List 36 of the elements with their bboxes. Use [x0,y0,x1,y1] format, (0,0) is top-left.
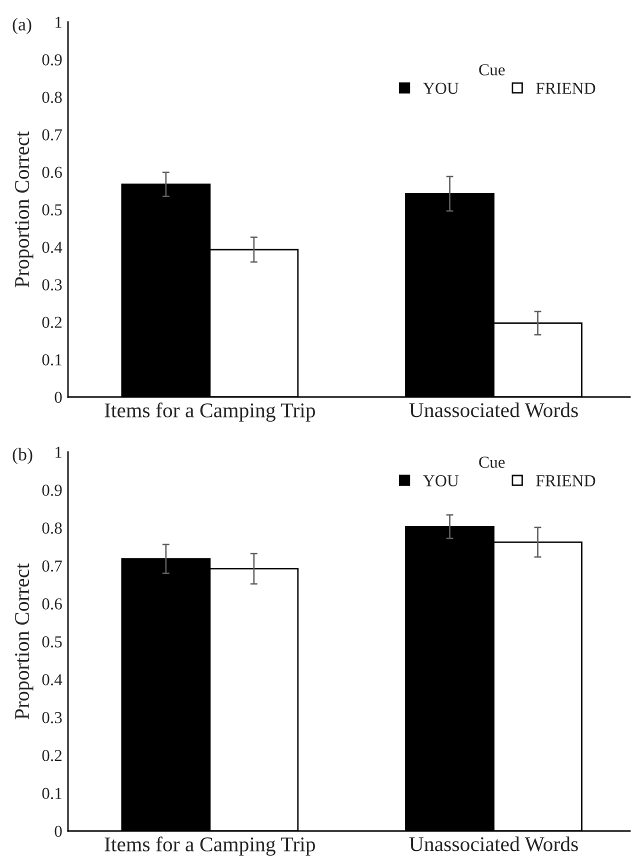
chart-title: (b) [12,448,32,464]
legend-title: Cue [479,456,505,468]
y-tick-label: 0.4 [42,242,62,254]
y-tick-label: 0.6 [42,598,62,610]
chart-title: (a) [12,18,32,34]
legend-title: Cue [479,64,505,76]
x-tick-label: Items for a Camping Trip [104,402,316,422]
x-tick-label: Unassociated Words [409,836,578,852]
y-tick-label: 1 [56,446,62,458]
y-tick-label: 0.9 [42,54,62,66]
y-tick-label: 0.8 [42,92,62,104]
legend-label: FRIEND [536,82,596,94]
y-tick-label: 0.9 [42,484,62,496]
y-tick-label: 0.5 [42,204,62,216]
y-tick-label: 0.3 [42,712,62,724]
y-tick-label: 0.8 [42,522,62,534]
y-tick-label: 0.5 [42,636,62,648]
y-tick-label: 0.7 [42,560,62,572]
y-tick-label: 0.2 [42,316,62,328]
y-tick-label: 1 [56,16,62,28]
x-tick-label: Unassociated Words [409,402,578,418]
y-axis-title: Proportion Correct [15,131,34,288]
y-axis-title: Proportion Correct [15,563,34,720]
x-tick-label: Items for a Camping Trip [104,836,316,856]
y-tick-label: 0.4 [42,674,62,686]
y-tick-label: 0.6 [42,166,62,178]
y-tick-label: 0.3 [42,279,62,291]
legend-label: YOU [423,475,459,486]
y-tick-label: 0.1 [42,788,62,800]
y-tick-label: 0 [54,826,62,837]
y-tick-label: 0.2 [42,750,62,762]
y-tick-label: 0.7 [42,129,62,141]
legend-label: YOU [423,82,459,94]
y-tick-label: 0 [54,392,62,403]
y-tick-label: 0.1 [42,354,62,366]
legend-label: FRIEND [536,475,596,486]
